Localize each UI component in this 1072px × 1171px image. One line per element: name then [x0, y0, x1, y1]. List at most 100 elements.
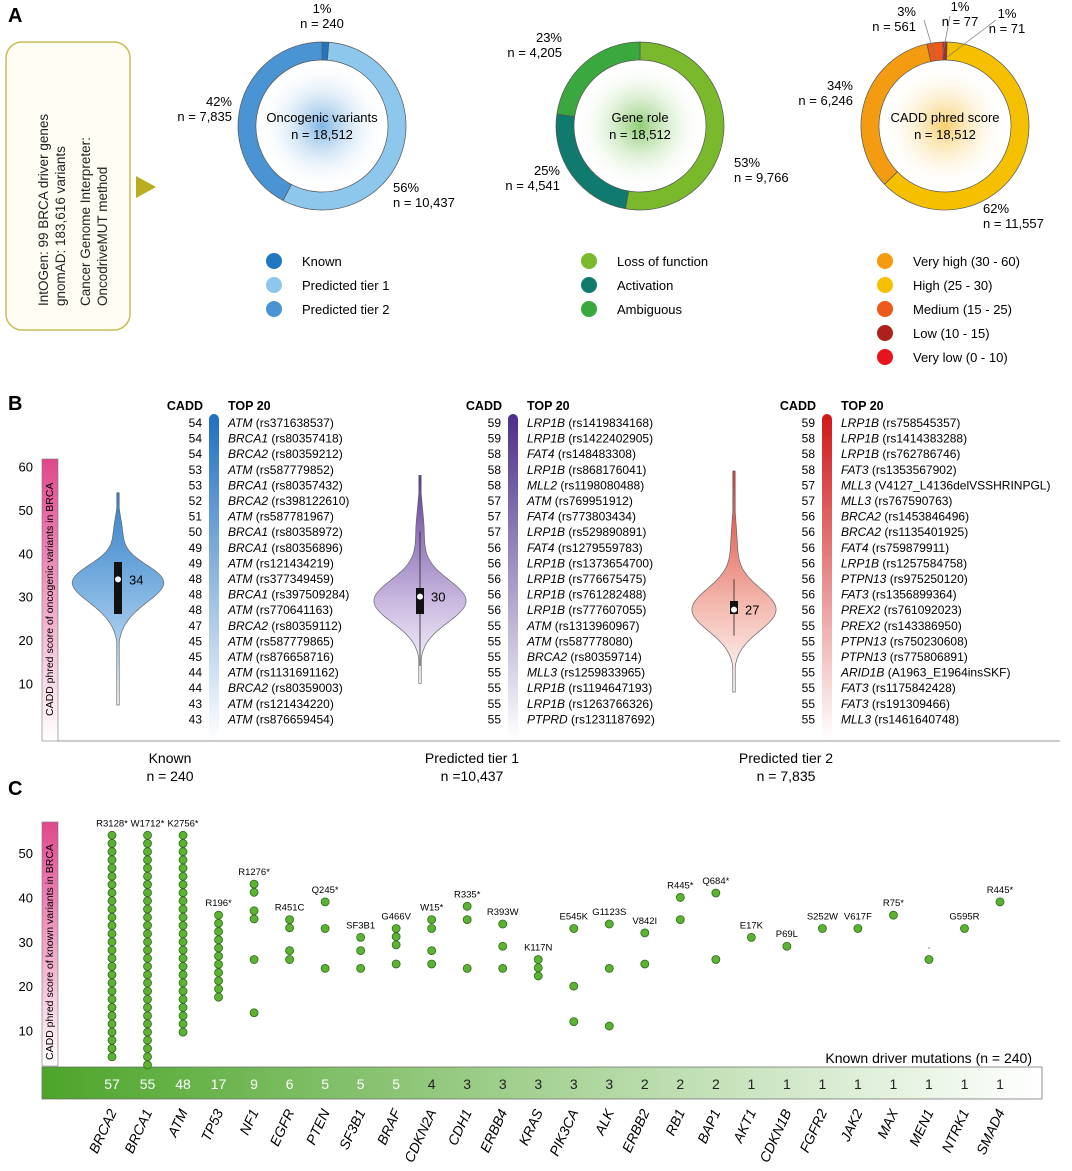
top20-score: 58	[488, 447, 502, 461]
gene-name: FGFR2	[796, 1106, 830, 1155]
top20-entry: ATM (rs587779852)	[227, 463, 334, 477]
top20-gene: ATM	[227, 556, 252, 570]
gene-count: 48	[175, 1076, 191, 1092]
gene-column-alk: G1123S 3 ALK	[591, 907, 626, 1138]
gene-name: EGFR	[266, 1107, 297, 1149]
data-point	[427, 924, 437, 933]
top20-id: (rs121434220)	[252, 697, 333, 711]
data-point	[143, 962, 152, 971]
top20-gene: BRCA2	[841, 510, 881, 524]
panel-label-c: C	[8, 778, 22, 800]
legend-label-very_low: Very low (0 - 10)	[913, 350, 1008, 365]
data-point	[143, 986, 152, 996]
top20-id: (rs758545357)	[879, 416, 960, 430]
data-point	[249, 955, 259, 964]
top20-score: 55	[802, 634, 816, 648]
top20-id: (rs1231187692)	[568, 712, 655, 726]
data-point	[569, 924, 579, 933]
y-tick-label: 10	[19, 1024, 33, 1039]
data-point	[356, 946, 366, 956]
top20-gene: FAT3	[841, 463, 869, 477]
top20-score: 43	[189, 712, 203, 726]
info-line-1: IntOGen: 99 BRCA driver genes	[36, 114, 51, 306]
top20-gene: MLL3	[841, 712, 871, 726]
y-axis-label: CADD phred score of known variants in BR…	[44, 844, 56, 1060]
top20-score: 56	[488, 541, 502, 555]
top20-score: 55	[802, 666, 816, 680]
y-tick-label: 40	[19, 546, 33, 561]
top20-gene: BRCA2	[228, 681, 268, 695]
top20-entry: PREX2 (rs143386950)	[841, 619, 962, 633]
legend-label-tier1: Predicted tier 1	[302, 278, 389, 293]
mutation-label: R451C	[275, 903, 305, 914]
gene-count: 3	[499, 1076, 507, 1092]
top20-entry: BRCA1 (rs80356896)	[228, 541, 343, 555]
slice-n-tier1: n = 10,437	[393, 195, 455, 210]
top20-score: 55	[802, 712, 816, 726]
data-point	[143, 929, 152, 939]
top20-score: 55	[488, 650, 502, 664]
data-point	[143, 830, 152, 840]
top20-entry: ATM (rs371638537)	[227, 416, 334, 430]
group-name: Known	[149, 750, 192, 766]
gene-count: 1	[961, 1076, 969, 1092]
top20-id: (rs80356896)	[268, 541, 343, 555]
top20-entry: ATM (rs1131691162)	[227, 666, 339, 680]
gene-count: 9	[250, 1076, 258, 1092]
top20-entry: BRCA1 (rs80357432)	[228, 478, 343, 492]
top20-id: (rs1313960967)	[551, 619, 639, 633]
gene-count: 1	[783, 1076, 791, 1092]
gene-column-max: R75* 1 MAX	[874, 898, 904, 1141]
data-point	[391, 940, 401, 950]
top20-id: (rs1353567902)	[869, 463, 957, 477]
data-point	[604, 964, 614, 973]
top20-gene: FAT3	[841, 681, 869, 695]
top20-entry: LRP1B (rs776675475)	[527, 572, 646, 586]
top20-entry: MLL2 (rs1198080488)	[527, 478, 644, 492]
top20-gene: LRP1B	[841, 432, 879, 446]
top20-entry: ATM (rs876659454)	[227, 712, 334, 726]
top20-score: 56	[488, 603, 502, 617]
gene-column-cdh1: R335* 3 CDH1	[444, 889, 480, 1148]
data-point	[143, 1052, 152, 1062]
y-tick-label: 50	[19, 846, 33, 861]
data-point	[569, 981, 579, 991]
data-point	[107, 1003, 117, 1012]
top20-score: 44	[189, 681, 203, 695]
data-point	[178, 888, 188, 898]
gene-name: SF3B1	[336, 1107, 369, 1153]
legend-swatch-tier1	[266, 277, 282, 293]
donut-center-n: n = 18,512	[291, 127, 353, 142]
top20-gene: MLL3	[841, 478, 871, 492]
top20-score: 50	[189, 525, 203, 539]
top20-entry: BRCA2 (rs80359112)	[228, 619, 342, 633]
data-point	[889, 910, 898, 920]
y-tick-label: 10	[19, 676, 33, 691]
top20-score: 56	[488, 556, 502, 570]
violin-median-label: 27	[745, 603, 759, 618]
gene-name: CDKN2A	[401, 1107, 440, 1165]
legend-swatch-very_high	[877, 253, 893, 269]
group-n: n = 240	[146, 768, 193, 784]
violin-median-dot	[115, 576, 121, 583]
top20-score: 48	[189, 588, 203, 602]
top20-gene: ATM	[227, 712, 252, 726]
top20-gene: LRP1B	[527, 432, 565, 446]
top20-id: (rs769951912)	[551, 494, 632, 508]
violin-median-dot	[417, 593, 423, 600]
gene-name: CDH1	[444, 1107, 475, 1148]
data-point	[107, 929, 117, 939]
data-point	[178, 904, 188, 914]
data-point	[143, 847, 152, 857]
slice-pct-high: 62%	[983, 201, 1009, 216]
data-point	[143, 1011, 152, 1021]
mutation-label: S252W	[807, 911, 838, 922]
gene-count: 1	[819, 1076, 827, 1092]
top20-id: (rs397509284)	[268, 588, 349, 602]
data-point	[249, 906, 259, 916]
top20-entry: ATM (rs121434219)	[227, 556, 334, 570]
data-point	[320, 897, 330, 907]
data-point	[178, 863, 188, 873]
top20-score: 58	[802, 447, 816, 461]
